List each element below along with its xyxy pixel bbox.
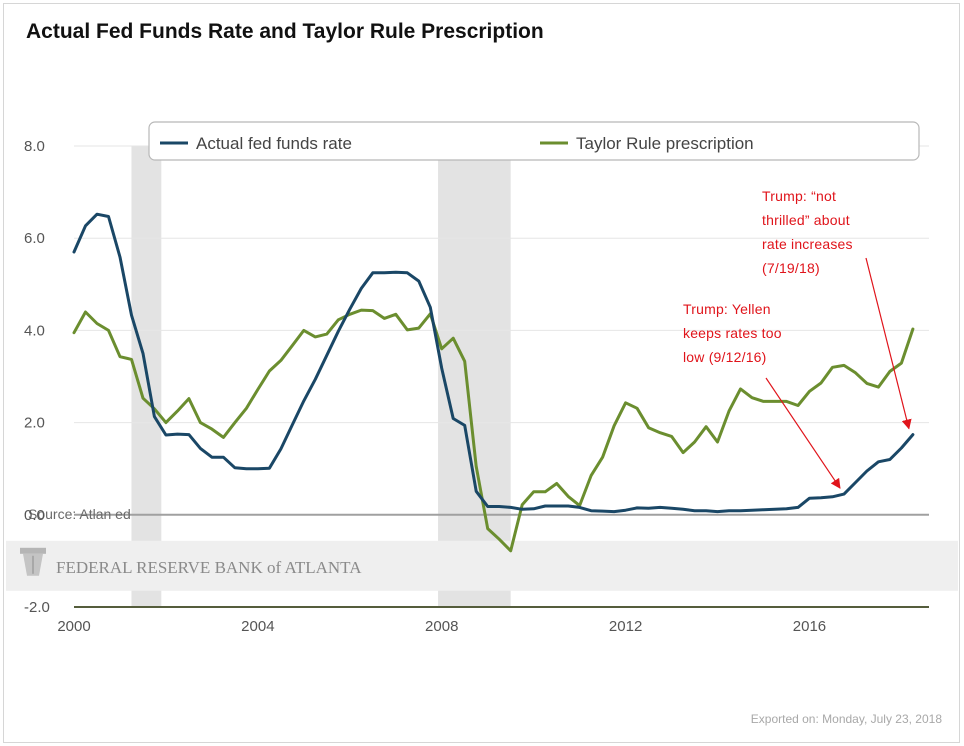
x-tick-label: 2016 bbox=[793, 618, 826, 635]
x-tick-label: 2012 bbox=[609, 618, 642, 635]
y-tick-label: -2.0 bbox=[24, 599, 50, 616]
y-tick-label: 4.0 bbox=[24, 322, 45, 339]
annotation-line: keeps rates too bbox=[683, 325, 782, 341]
x-tick-label: 2008 bbox=[425, 618, 458, 635]
annotation-arrows bbox=[765, 257, 912, 489]
x-tick-label: 2000 bbox=[57, 618, 90, 635]
x-tick-label: 2004 bbox=[241, 618, 274, 635]
watermark-bank-name: FEDERAL RESERVE BANK of ATLANTA bbox=[56, 558, 362, 577]
y-tick-label: 2.0 bbox=[24, 415, 45, 432]
annotation-line: low (9/12/16) bbox=[683, 349, 767, 365]
legend: Actual fed funds rate Taylor Rule prescri… bbox=[148, 121, 920, 161]
annotation-line: Trump: “not bbox=[762, 188, 837, 204]
x-axis-labels: 2000 2004 2008 2012 2016 bbox=[57, 618, 826, 635]
annotation-not-thrilled: Trump: “not thrilled” about rate increases… bbox=[762, 184, 853, 280]
y-tick-label: 6.0 bbox=[24, 230, 45, 247]
y-tick-label: 0.0 bbox=[24, 507, 45, 524]
arrow-ann1 bbox=[765, 377, 841, 489]
watermark: FEDERAL RESERVE BANK of ATLANTA Source: … bbox=[6, 506, 958, 591]
series-line-taylor-rule-prescription bbox=[72, 308, 915, 553]
watermark-source: Source: Atlan ed bbox=[28, 506, 131, 522]
y-axis-labels: 8.0 6.0 4.0 2.0 0.0 -2.0 bbox=[24, 138, 50, 616]
series-line-actual-fed-funds-rate bbox=[72, 212, 915, 514]
arrow-ann2 bbox=[865, 257, 912, 430]
watermark-band bbox=[6, 540, 958, 591]
bank-seal-icon bbox=[20, 547, 46, 576]
annotation-line: Trump: Yellen bbox=[683, 301, 771, 317]
annotation-line: thrilled” about bbox=[762, 212, 850, 228]
seal-top bbox=[20, 547, 46, 554]
y-tick-label: 8.0 bbox=[24, 138, 45, 155]
export-footer: Exported on: Monday, July 23, 2018 bbox=[750, 712, 942, 726]
annotation-line: rate increases bbox=[762, 236, 853, 252]
legend-box bbox=[148, 121, 920, 161]
legend-label-2: Taylor Rule prescription bbox=[576, 134, 754, 153]
recession-bands bbox=[131, 146, 511, 607]
annotation-yellen: Trump: Yellen keeps rates too low (9/12/16… bbox=[683, 297, 782, 369]
legend-label-1: Actual fed funds rate bbox=[196, 134, 352, 153]
annotation-line: (7/19/18) bbox=[762, 260, 820, 276]
recession-band-2 bbox=[438, 146, 511, 607]
chart-title: Actual Fed Funds Rate and Taylor Rule Pr… bbox=[26, 20, 544, 43]
series-lines bbox=[72, 212, 915, 553]
